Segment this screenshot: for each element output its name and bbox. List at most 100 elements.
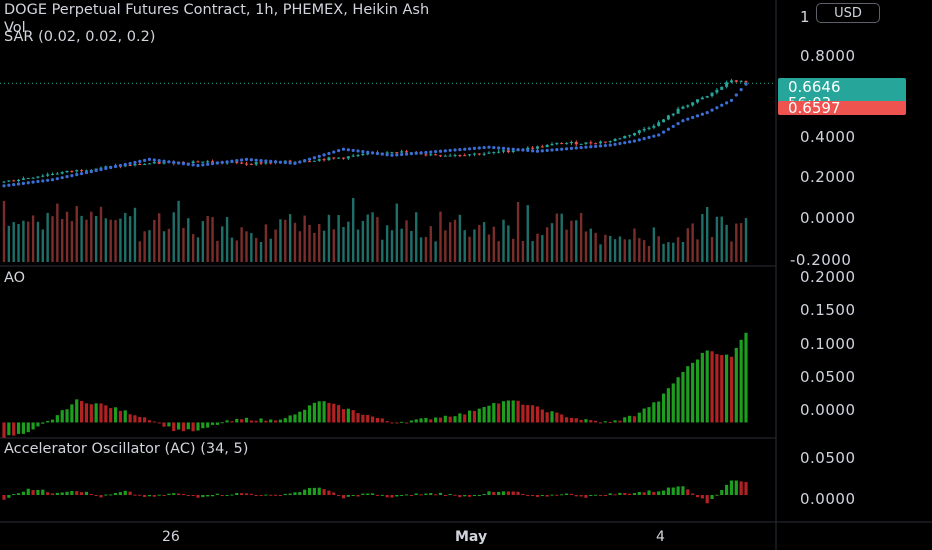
- sar-dot: [487, 145, 491, 149]
- candle-body: [424, 154, 428, 156]
- candle-body: [259, 162, 263, 164]
- ac-bar: [681, 486, 685, 495]
- volume-bar: [473, 229, 476, 262]
- sar-dot: [453, 148, 457, 152]
- ao-bar: [739, 339, 743, 423]
- volume-bar: [70, 221, 74, 262]
- ac-bar: [235, 492, 239, 495]
- sar-dot: [244, 157, 249, 161]
- ac-bar: [729, 480, 734, 495]
- sar-dot: [647, 135, 651, 140]
- ao-bar: [594, 420, 598, 423]
- sar-dot: [652, 134, 656, 138]
- ac-bar: [700, 495, 704, 499]
- sar-dot: [118, 163, 122, 168]
- sar-dot: [70, 174, 74, 178]
- sar-dot: [322, 153, 326, 157]
- candle-body: [157, 162, 161, 164]
- ac-bar: [434, 494, 438, 496]
- ac-bar: [390, 495, 394, 498]
- ac-bar: [676, 486, 680, 495]
- ao-bar: [26, 422, 30, 433]
- volume-bar: [216, 240, 219, 262]
- sar-dot: [283, 161, 287, 165]
- ac-bar: [123, 490, 127, 495]
- candle-body: [647, 127, 651, 129]
- ac-bar: [734, 480, 738, 495]
- sar-dot: [172, 160, 176, 165]
- sar-dot: [288, 161, 292, 165]
- sar-dot: [555, 148, 559, 152]
- ac-bar: [695, 495, 700, 498]
- candle-body: [264, 162, 268, 164]
- candle-body: [434, 154, 438, 156]
- volume-bar: [560, 213, 563, 262]
- ac-bar: [637, 491, 641, 495]
- sar-dot: [564, 147, 569, 151]
- sar-dot: [632, 139, 637, 143]
- sar-dot: [458, 148, 462, 152]
- sar-dot: [560, 147, 564, 151]
- volume-bar: [318, 223, 321, 262]
- ac-bar: [215, 493, 219, 495]
- sar-dot: [429, 150, 433, 154]
- ao-bar: [720, 355, 724, 423]
- ao-bar: [618, 420, 622, 423]
- candle-body: [356, 155, 360, 157]
- volume-bar: [565, 229, 568, 262]
- volume-bar: [225, 217, 229, 262]
- volume-bar: [681, 241, 685, 262]
- sar-dot: [259, 158, 263, 163]
- ac-bar: [60, 492, 64, 495]
- volume-bar: [507, 225, 510, 262]
- time-axis-label: May: [455, 529, 488, 545]
- sar-dot: [147, 157, 152, 161]
- volume-bar: [526, 205, 529, 262]
- candle-body: [482, 153, 486, 155]
- ac-bar: [545, 495, 549, 497]
- volume-bar: [162, 231, 166, 262]
- sar-dot: [65, 175, 69, 179]
- candle-body: [710, 92, 714, 97]
- ao-bar: [676, 377, 680, 423]
- ao-bar: [36, 422, 40, 427]
- ao-bar: [521, 404, 525, 423]
- sar-dot: [375, 151, 380, 156]
- ac-bar: [613, 494, 617, 496]
- candle-body: [65, 170, 69, 173]
- candle-body: [191, 161, 195, 163]
- ao-bar: [162, 422, 166, 427]
- ao-bar: [322, 401, 326, 423]
- currency-button[interactable]: USD: [816, 3, 880, 23]
- ao-bar: [298, 411, 302, 423]
- ao-bar: [535, 406, 540, 423]
- ao-bar: [729, 356, 734, 423]
- candle-body: [623, 135, 627, 139]
- candle-body: [17, 179, 21, 182]
- ao-bar: [70, 404, 74, 423]
- ac-bar: [176, 493, 181, 495]
- ac-bar: [94, 495, 98, 496]
- ac-bar: [109, 494, 113, 496]
- candle-body: [50, 173, 54, 175]
- sar-dot: [113, 164, 118, 169]
- volume-bar: [478, 224, 481, 262]
- ao-bar: [244, 417, 249, 423]
- candle-body: [147, 163, 151, 165]
- candle-body: [60, 172, 64, 174]
- sar-dot: [584, 145, 588, 149]
- candle-body: [589, 142, 593, 144]
- sar-dot: [84, 170, 89, 175]
- volume-bar: [468, 236, 471, 262]
- sar-dot: [438, 149, 443, 153]
- ac-bar: [113, 493, 118, 495]
- candle-body: [642, 128, 646, 131]
- ao-bar: [176, 422, 181, 430]
- candle-body: [366, 153, 370, 155]
- ac-bar: [526, 495, 530, 496]
- sar-dot: [603, 143, 607, 148]
- price-axis-label: 0.4000: [800, 128, 856, 146]
- ac-bar: [322, 489, 326, 495]
- ao-bar: [41, 422, 45, 424]
